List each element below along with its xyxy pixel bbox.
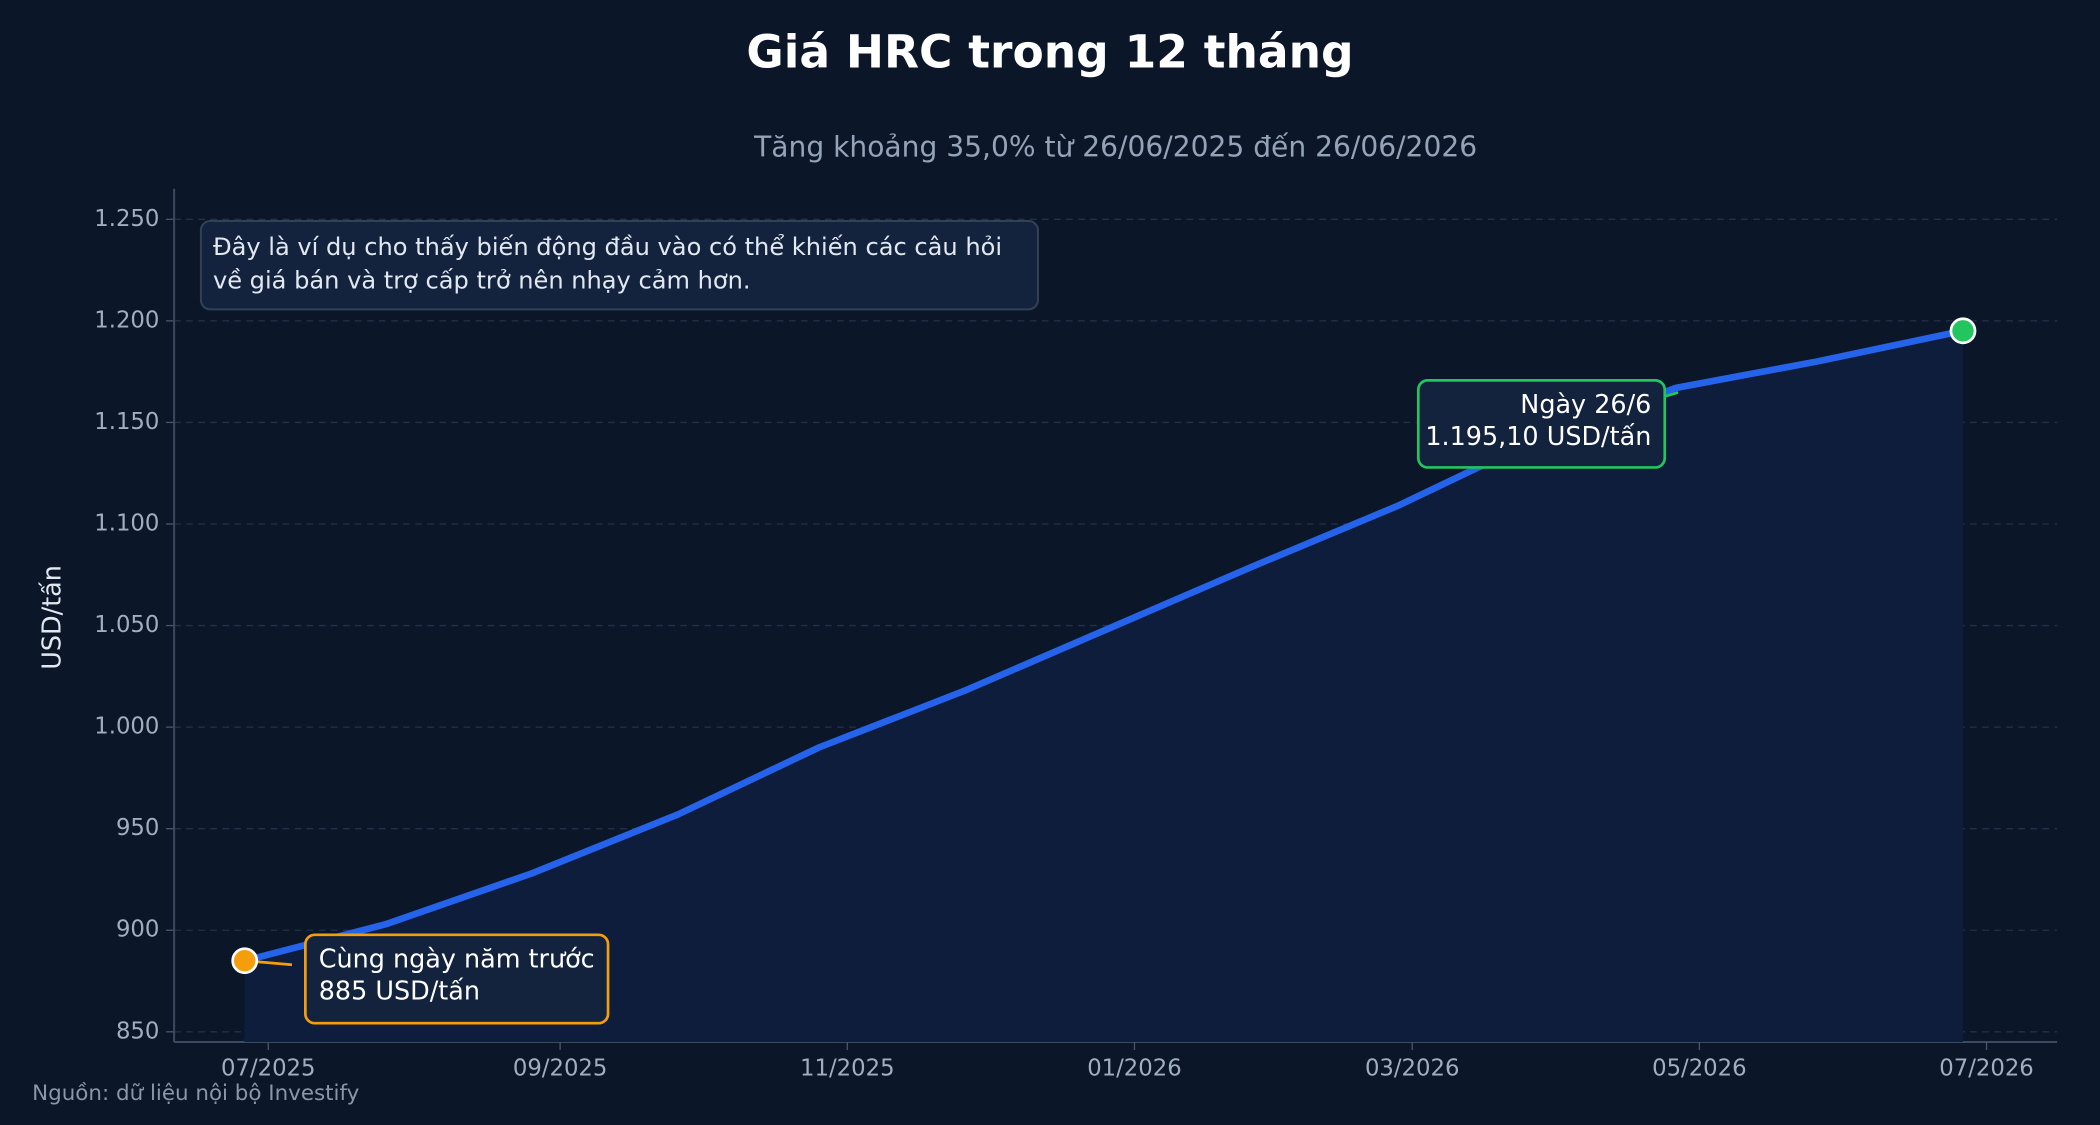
start-marker: [231, 947, 259, 975]
start-label-box: [304, 933, 610, 1025]
chart-subtitle: Tăng khoảng 35,0% từ 26/06/2025 đến 26/0…: [753, 131, 1477, 164]
start-label: Cùng ngày năm trước: [319, 943, 595, 973]
end-label: Ngày 26/6: [1520, 389, 1651, 419]
y-axis-label: USD/tấn: [37, 565, 67, 670]
chart-title: Giá HRC trong 12 tháng: [746, 25, 1353, 78]
note-box: [199, 219, 1039, 311]
note-text: về giá bán và trợ cấp trở nên nhạy cảm h…: [213, 266, 751, 294]
y-tick-label: 900: [116, 917, 159, 943]
y-tick-label: 1.200: [94, 307, 159, 333]
start-label: 885 USD/tấn: [319, 975, 480, 1005]
x-tick-label: 07/2025: [221, 1055, 316, 1081]
end-marker: [1949, 317, 1977, 345]
x-tick-label: 11/2025: [800, 1055, 895, 1081]
y-tick-label: 1.100: [94, 510, 159, 536]
y-tick-label: 950: [116, 815, 159, 841]
line: [241, 327, 1967, 965]
note-text: Đây là ví dụ cho thấy biến động đầu vào …: [213, 233, 1002, 261]
area: [244, 330, 1963, 1042]
y-tick-label: 1.050: [94, 612, 159, 638]
y-tick-label: 1.250: [94, 206, 159, 232]
end-connector: [1664, 391, 1679, 398]
y-tick-label: 1.150: [94, 409, 159, 435]
y-tick-label: 850: [116, 1018, 159, 1044]
plot-area: 850 900 950 1.000 1.050 1.100 1.150 1.200 1.250 0…: [94, 188, 2058, 1081]
y-tick-label: 1.000: [94, 714, 159, 740]
x-tick-label: 07/2026: [1939, 1055, 2034, 1081]
end-label: 1.195,10 USD/tấn: [1425, 421, 1651, 451]
source: Nguồn: dữ liệu nội bộ Investify: [32, 1081, 360, 1106]
x-tick-label: 01/2026: [1087, 1055, 1182, 1081]
x-tick-label: 03/2026: [1365, 1055, 1460, 1081]
x-tick-label: 09/2025: [513, 1055, 608, 1081]
end-label-box: [1416, 379, 1667, 469]
x-tick-label: 05/2026: [1652, 1055, 1747, 1081]
